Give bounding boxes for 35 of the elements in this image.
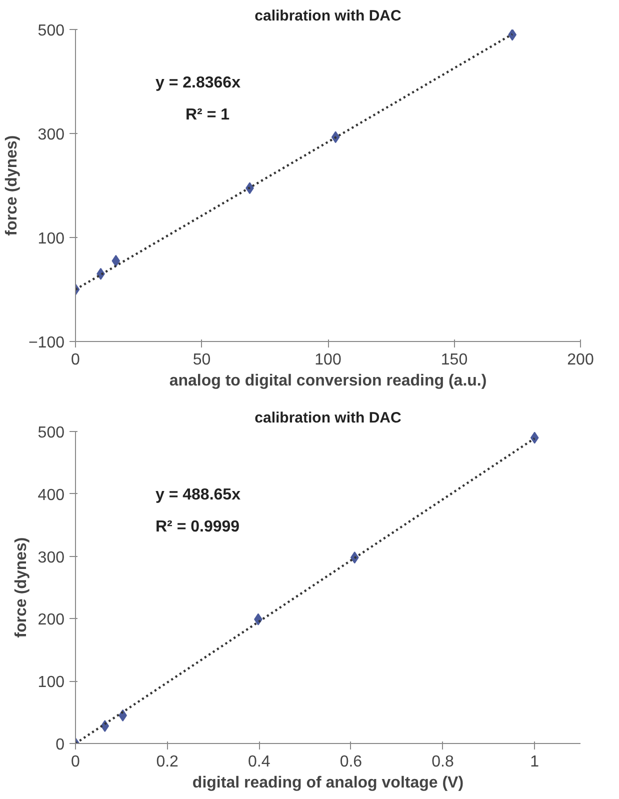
y-tick-label: −100 (28, 334, 65, 352)
x-tick-label: 0.8 (432, 754, 454, 770)
y-tick-label: 500 (38, 22, 65, 40)
y-tick-label: 100 (38, 230, 65, 248)
x-tick-label: 200 (567, 352, 594, 368)
chart-title: calibration with DAC (254, 8, 402, 24)
annotation: R² = 0.9999 (156, 518, 240, 536)
x-tick-label: 0.2 (156, 754, 179, 770)
x-axis-title: analog to digital conversion reading (a.u.) (169, 372, 487, 390)
y-tick-label: 100 (38, 674, 65, 692)
y-tick-label: 500 (38, 424, 65, 442)
y-tick-label: 200 (38, 612, 65, 629)
x-tick-label: 0 (71, 352, 80, 368)
x-tick-label: 150 (440, 352, 468, 368)
point (350, 552, 359, 564)
x-axis-title: digital reading of analog voltage (V) (192, 774, 464, 792)
point (112, 254, 120, 267)
point (508, 30, 516, 41)
annotation: y = 488.65x (156, 486, 241, 504)
x-tick-label: 0.6 (340, 754, 362, 770)
y-axis-title: force (dynes) (3, 135, 20, 236)
x-tick-label: 100 (314, 352, 342, 368)
point (530, 432, 539, 444)
x-tick-label: 0 (71, 754, 80, 770)
y-tick-label: 300 (38, 126, 65, 144)
y-tick-label: 0 (56, 736, 65, 754)
x-tick-label: 1 (530, 754, 540, 770)
x-tick-label: 0.4 (248, 754, 270, 770)
chart-title: calibration with DAC (254, 410, 402, 426)
x-tick-label: 50 (192, 352, 211, 368)
y-axis-title: force (dynes) (12, 537, 30, 638)
y-tick-label: 300 (38, 549, 65, 566)
annotation: R² = 1 (186, 106, 230, 124)
annotation: y = 2.8366x (156, 74, 241, 92)
y-tick-label: 400 (38, 486, 65, 504)
